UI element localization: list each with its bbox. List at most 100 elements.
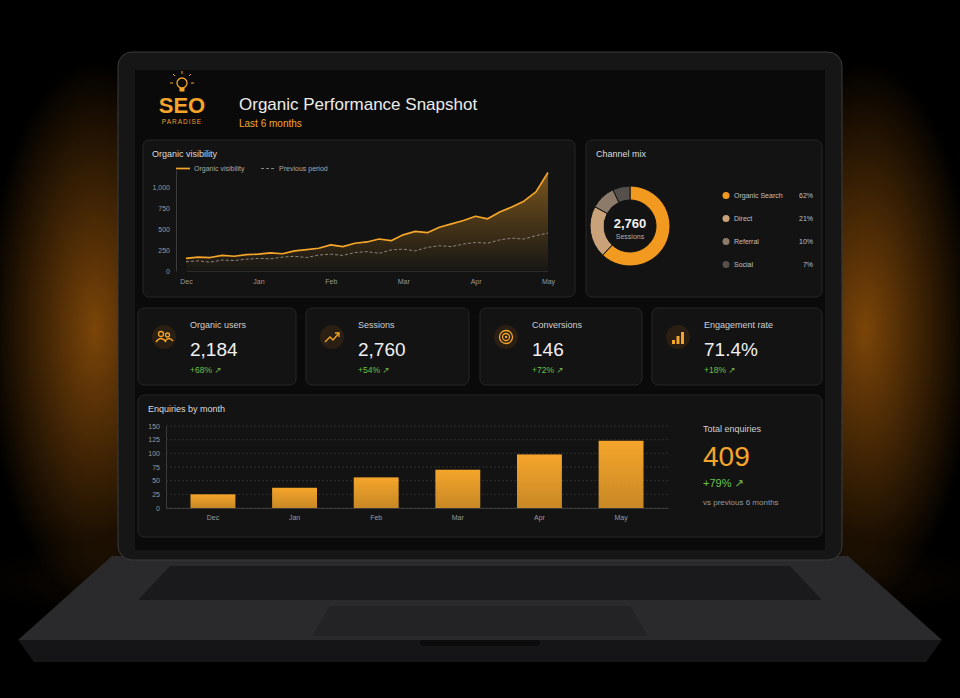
kpi-change: +54% ↗	[358, 365, 389, 375]
tick: Dec	[207, 508, 220, 521]
kpi: Engagement rate71.4%+18% ↗	[666, 320, 773, 375]
bar	[435, 470, 480, 508]
bar	[354, 477, 399, 508]
bar-chart: Enquiries by month0255075100125150DecJan…	[148, 404, 669, 522]
icon-part	[503, 334, 510, 341]
legend-value: 7%	[803, 261, 813, 268]
tick-label: Mar	[452, 514, 465, 521]
center-value: 2,760	[614, 216, 647, 231]
legend: Organic Search62%Direct21%Referral10%Soc…	[723, 192, 814, 268]
axis-line	[187, 271, 549, 272]
icon-part	[159, 332, 164, 337]
laptop-keyboard	[138, 566, 822, 600]
kpi-icon-bg	[666, 325, 690, 349]
area	[186, 173, 548, 271]
tick-label: 150	[148, 423, 160, 430]
icon-part	[156, 339, 173, 343]
x-axis: DecJanFebMarAprMay	[180, 271, 555, 286]
tick: Jan	[253, 271, 264, 285]
tick-label: Apr	[534, 514, 546, 522]
tick: 150	[148, 423, 166, 430]
screen	[135, 70, 825, 550]
axis-line	[167, 508, 669, 509]
logo-subtext: PARADISE	[162, 118, 202, 125]
kpi-value: 71.4%	[704, 339, 758, 360]
slice	[590, 207, 612, 255]
logo-ray	[173, 74, 175, 76]
logo-bulb-base	[180, 88, 185, 92]
bar	[517, 454, 562, 508]
tick: Mar	[452, 508, 465, 521]
tick: Jan	[289, 508, 300, 521]
tick-label: 125	[148, 436, 160, 443]
tick: 100	[148, 450, 166, 457]
kpi-value: 2,184	[190, 339, 238, 360]
bar	[190, 494, 235, 508]
laptop-lid	[118, 52, 842, 560]
title: Organic Performance Snapshot	[239, 95, 477, 114]
legend: Organic visibilityPrevious period	[176, 165, 328, 173]
logo-ray	[182, 71, 183, 74]
bar	[272, 488, 317, 508]
kpi-icon-bg	[494, 325, 518, 349]
tick: 25	[152, 491, 166, 498]
tick-label: 25	[152, 491, 160, 498]
tick: Apr	[534, 508, 546, 522]
line-chart: Organic visibility02505007501,000DecJanF…	[152, 149, 556, 286]
tick: Feb	[325, 271, 337, 285]
axis-line	[166, 427, 167, 509]
legend-label: Direct	[734, 215, 752, 222]
header: SEOPARADISEOrganic Performance SnapshotL…	[159, 71, 478, 129]
tick: 75	[152, 464, 166, 471]
kpi: Sessions2,760+54% ↗	[320, 320, 406, 375]
laptop-lip	[18, 640, 942, 662]
center-text: Sessions	[616, 233, 645, 240]
icon-part	[677, 336, 680, 344]
tick-label: Mar	[398, 278, 411, 285]
x-axis: DecJanFebMarAprMay	[167, 508, 669, 522]
icon-part	[325, 333, 339, 342]
tick-label: Feb	[370, 514, 382, 521]
background	[0, 0, 960, 698]
panel	[138, 395, 822, 537]
grid-line	[166, 439, 668, 440]
kpi-card	[652, 308, 822, 385]
logo-ray	[189, 74, 191, 76]
logo-ray	[191, 83, 194, 84]
panel	[586, 140, 822, 297]
grid-line	[166, 467, 668, 468]
grid-line	[166, 508, 668, 509]
tick-label: Apr	[471, 278, 483, 286]
slice	[613, 186, 630, 202]
laptop-base	[18, 556, 942, 640]
kpi-icon-bg	[320, 325, 344, 349]
tick: 0	[156, 505, 166, 512]
line	[186, 173, 548, 259]
grid-line	[166, 426, 668, 427]
total-change: +79% ↗	[703, 477, 744, 489]
subtitle: Last 6 months	[239, 118, 302, 129]
pie-chart: Channel mix2,760SessionsOrganic Search62…	[590, 149, 813, 268]
tick: 0	[166, 268, 176, 275]
tick: Apr	[471, 271, 483, 286]
chart-title: Channel mix	[596, 149, 647, 159]
kpi-change: +68% ↗	[190, 365, 221, 375]
kpi-change: +72% ↗	[532, 365, 563, 375]
laptop-notch	[420, 640, 540, 646]
tick-label: Dec	[207, 514, 220, 521]
logo-ray	[170, 83, 173, 84]
kpi-change: +18% ↗	[704, 365, 735, 375]
line	[186, 233, 548, 262]
tick: Dec	[180, 271, 193, 285]
total: Total enquiries409+79% ↗vs previous 6 mo…	[703, 424, 779, 507]
tick: 750	[158, 205, 176, 212]
laptop-trackpad	[312, 606, 648, 636]
tick-label: 100	[148, 450, 160, 457]
legend-label: Social	[734, 261, 754, 268]
legend-swatch	[723, 238, 730, 245]
bar	[599, 441, 644, 508]
legend-value: 62%	[799, 192, 813, 199]
grid-line	[166, 494, 668, 495]
kpi-value: 2,760	[358, 339, 406, 360]
tick-label: 0	[166, 268, 170, 275]
